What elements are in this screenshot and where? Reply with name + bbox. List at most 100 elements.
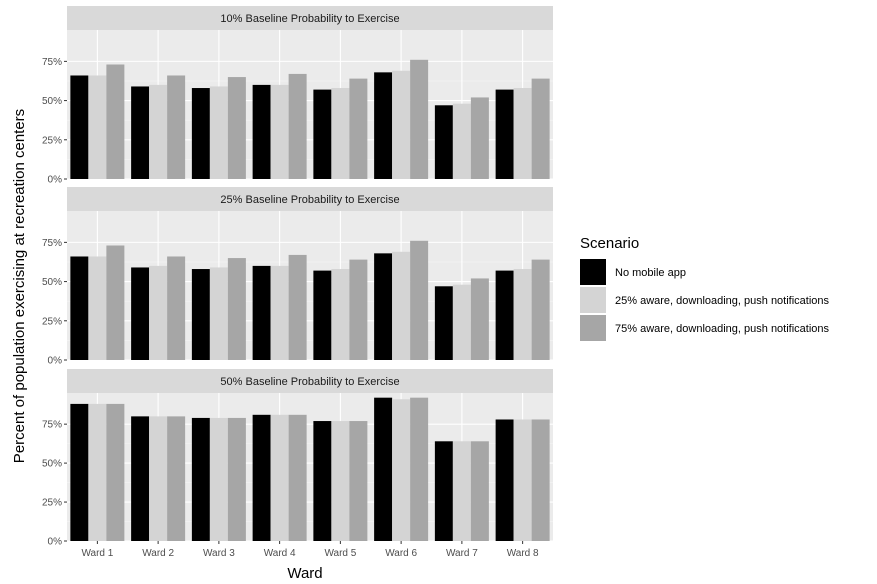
y-tick-label: 75% xyxy=(42,238,62,249)
bar-ward-7-series-1 xyxy=(434,441,453,541)
legend-label-1: No mobile app xyxy=(615,267,686,279)
y-tick-label: 25% xyxy=(42,498,62,509)
bar-ward-1-series-2 xyxy=(88,75,107,179)
bar-ward-6-series-1 xyxy=(374,397,393,541)
bar-ward-2-series-3 xyxy=(167,256,186,360)
y-tick-label: 50% xyxy=(42,277,62,288)
bar-ward-6-series-2 xyxy=(392,70,411,179)
bar-ward-8-series-1 xyxy=(495,270,514,360)
bar-ward-4-series-1 xyxy=(252,414,271,541)
x-tick-label: Ward 4 xyxy=(264,548,296,559)
x-tick-label: Ward 6 xyxy=(385,548,417,559)
bar-ward-7-series-2 xyxy=(452,441,471,541)
bar-ward-6-series-2 xyxy=(392,251,411,360)
bar-ward-2-series-2 xyxy=(149,84,168,179)
panel-strip xyxy=(67,369,553,393)
bar-ward-6-series-1 xyxy=(374,253,393,360)
bar-ward-7-series-3 xyxy=(470,441,489,541)
bar-ward-8-series-1 xyxy=(495,419,514,541)
bar-ward-4-series-1 xyxy=(252,265,271,360)
bar-ward-4-series-2 xyxy=(270,84,289,179)
bar-ward-8-series-1 xyxy=(495,89,514,179)
bar-ward-3-series-1 xyxy=(191,269,210,360)
bar-ward-5-series-1 xyxy=(313,89,332,179)
bar-ward-7-series-1 xyxy=(434,105,453,179)
y-tick-label: 0% xyxy=(48,537,63,548)
x-tick-label: Ward 1 xyxy=(81,548,113,559)
y-tick-label: 75% xyxy=(42,57,62,68)
bar-ward-1-series-2 xyxy=(88,403,107,541)
bar-ward-8-series-2 xyxy=(513,419,532,541)
bar-ward-4-series-1 xyxy=(252,84,271,179)
x-tick-label: Ward 2 xyxy=(142,548,174,559)
x-tick-label: Ward 3 xyxy=(203,548,235,559)
bar-ward-3-series-1 xyxy=(191,88,210,179)
bar-ward-5-series-1 xyxy=(313,421,332,541)
bar-ward-6-series-2 xyxy=(392,399,411,541)
panel-strip xyxy=(67,187,553,211)
bar-ward-5-series-3 xyxy=(349,78,368,179)
bar-ward-6-series-3 xyxy=(410,240,429,360)
bar-ward-4-series-3 xyxy=(288,414,307,541)
bar-ward-7-series-3 xyxy=(470,97,489,179)
bar-ward-7-series-2 xyxy=(452,103,471,179)
bar-ward-3-series-1 xyxy=(191,417,210,541)
y-tick-label: 50% xyxy=(42,459,62,470)
y-tick-label: 25% xyxy=(42,135,62,146)
bar-ward-1-series-1 xyxy=(70,256,89,360)
panel-title: 50% Baseline Probability to Exercise xyxy=(220,376,399,388)
legend-key-3 xyxy=(580,315,606,341)
bar-ward-6-series-3 xyxy=(410,397,429,541)
bar-ward-1-series-3 xyxy=(106,403,125,541)
bar-ward-1-series-3 xyxy=(106,64,125,179)
bar-ward-2-series-1 xyxy=(131,267,150,360)
bar-ward-7-series-2 xyxy=(452,284,471,360)
bar-ward-5-series-2 xyxy=(331,421,350,541)
bar-ward-5-series-2 xyxy=(331,88,350,179)
bar-ward-2-series-3 xyxy=(167,416,186,541)
bar-ward-3-series-3 xyxy=(227,77,246,179)
bar-ward-3-series-3 xyxy=(227,417,246,541)
panel-3: 50% Baseline Probability to Exercise 0% 25… xyxy=(42,369,553,548)
bar-ward-6-series-3 xyxy=(410,59,429,179)
bar-ward-8-series-3 xyxy=(531,419,550,541)
bar-ward-2-series-1 xyxy=(131,416,150,541)
bar-ward-2-series-2 xyxy=(149,416,168,541)
bar-ward-8-series-2 xyxy=(513,269,532,360)
chart-panels: 10% Baseline Probability to Exercise 0% 25… xyxy=(42,6,553,559)
bar-ward-3-series-2 xyxy=(209,267,228,360)
bar-ward-1-series-1 xyxy=(70,403,89,541)
legend: Scenario No mobile app 25% aware, downloa… xyxy=(580,235,830,341)
y-axis-title: Percent of population exercising at recr… xyxy=(11,109,28,463)
bar-ward-5-series-3 xyxy=(349,259,368,360)
bar-ward-2-series-3 xyxy=(167,75,186,179)
bar-ward-5-series-1 xyxy=(313,270,332,360)
legend-key-1 xyxy=(580,259,606,285)
y-tick-label: 50% xyxy=(42,96,62,107)
legend-label-3: 75% aware, downloading, push notificatio… xyxy=(615,323,830,335)
bar-ward-4-series-2 xyxy=(270,414,289,541)
bar-ward-3-series-2 xyxy=(209,86,228,179)
bar-ward-4-series-3 xyxy=(288,254,307,360)
x-tick-label: Ward 5 xyxy=(324,548,356,559)
bar-ward-2-series-2 xyxy=(149,265,168,360)
y-tick-label: 25% xyxy=(42,316,62,327)
bar-ward-3-series-2 xyxy=(209,417,228,541)
bar-ward-3-series-3 xyxy=(227,258,246,360)
bar-ward-7-series-1 xyxy=(434,286,453,360)
y-tick-label: 0% xyxy=(48,356,63,367)
bar-ward-4-series-3 xyxy=(288,73,307,179)
bar-ward-5-series-3 xyxy=(349,421,368,541)
legend-key-2 xyxy=(580,287,606,313)
bar-ward-2-series-1 xyxy=(131,86,150,179)
bar-ward-5-series-2 xyxy=(331,269,350,360)
panel-title: 10% Baseline Probability to Exercise xyxy=(220,13,399,25)
bar-ward-7-series-3 xyxy=(470,278,489,360)
bar-ward-8-series-3 xyxy=(531,78,550,179)
bar-ward-1-series-1 xyxy=(70,75,89,179)
x-tick-label: Ward 8 xyxy=(507,548,539,559)
panel-1: 10% Baseline Probability to Exercise 0% 25… xyxy=(42,6,553,186)
x-tick-label: Ward 7 xyxy=(446,548,478,559)
bar-ward-1-series-3 xyxy=(106,245,125,360)
